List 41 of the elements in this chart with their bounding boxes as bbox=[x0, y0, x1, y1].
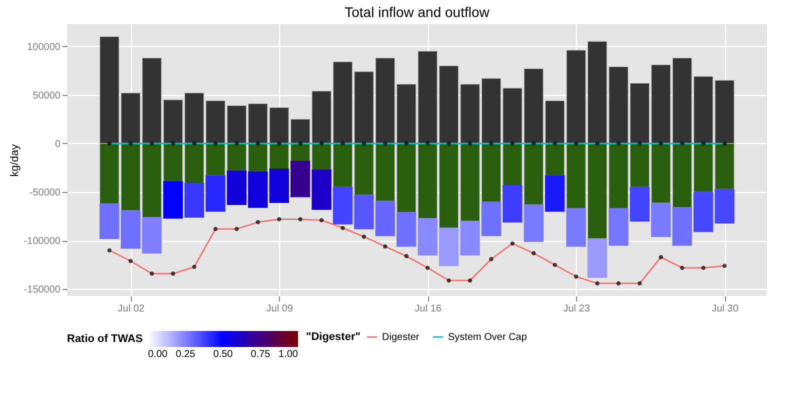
x-tick-label: Jul 09 bbox=[266, 304, 294, 314]
x-tick-label: Jul 02 bbox=[118, 304, 145, 314]
bar bbox=[163, 181, 183, 219]
bar bbox=[290, 160, 310, 198]
bar bbox=[545, 175, 565, 212]
x-tick-label: Jul 23 bbox=[563, 304, 590, 314]
bar bbox=[184, 183, 204, 218]
bar bbox=[332, 186, 353, 224]
color-bar-label: 0.50 bbox=[213, 349, 234, 360]
bar bbox=[587, 238, 608, 278]
bar bbox=[438, 228, 459, 266]
bar bbox=[142, 217, 162, 254]
bar bbox=[481, 201, 502, 236]
bar bbox=[502, 184, 522, 222]
color-bar-label: 0.25 bbox=[176, 349, 196, 360]
y-tick-label: 50000 bbox=[32, 90, 61, 102]
color-bar-label: 0.75 bbox=[250, 349, 271, 360]
bar bbox=[418, 218, 438, 256]
y-tick-label: -150000 bbox=[24, 284, 61, 296]
legend-label: System Over Cap bbox=[448, 332, 528, 343]
x-tick-label: Jul 16 bbox=[414, 304, 442, 314]
chart-title: Total inflow and outflow bbox=[344, 4, 490, 20]
legend-label: Digester bbox=[382, 332, 420, 343]
bar bbox=[608, 208, 628, 246]
color-bar-title: Ratio of TWAS bbox=[67, 333, 143, 345]
y-tick-label: -100000 bbox=[24, 236, 61, 248]
x-tick-label: Jul 30 bbox=[712, 304, 739, 314]
legend-title: "Digester" bbox=[306, 331, 360, 343]
bar bbox=[566, 208, 586, 247]
y-axis-title: kg/day bbox=[8, 144, 21, 177]
color-bar-label: 0.00 bbox=[148, 349, 168, 360]
bar bbox=[460, 220, 480, 256]
bar bbox=[312, 169, 332, 210]
bar bbox=[524, 204, 544, 242]
bar bbox=[354, 194, 374, 230]
y-tick-label: 0 bbox=[54, 138, 61, 150]
bar bbox=[206, 175, 226, 212]
color-bar-label: 1.00 bbox=[278, 349, 298, 360]
y-tick-label: 100000 bbox=[27, 42, 61, 53]
bar bbox=[630, 186, 650, 222]
y-tick-label: -50000 bbox=[29, 188, 61, 199]
